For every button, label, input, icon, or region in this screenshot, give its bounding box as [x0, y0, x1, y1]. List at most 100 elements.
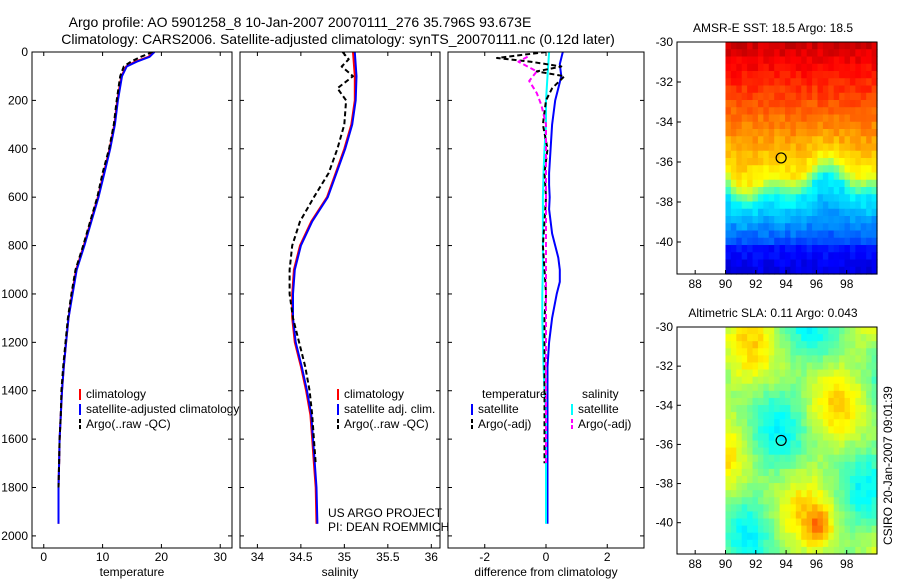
sst_map-cell — [828, 71, 835, 79]
sst_map-cell — [839, 121, 846, 130]
sla_map-cell — [763, 447, 770, 456]
sla_map-cell — [839, 341, 846, 349]
sla_map-cell — [849, 468, 856, 477]
sst_map-cell — [757, 107, 764, 116]
sla_map-cell — [817, 383, 824, 392]
sst_map-cell — [844, 63, 851, 72]
sla_map-cell — [741, 511, 748, 520]
sst_map-cell — [747, 179, 754, 188]
sla_map-cell — [812, 483, 819, 491]
sla_map-cell — [790, 539, 797, 548]
sla_map-cell — [747, 412, 754, 420]
sst_map-cell — [779, 208, 786, 217]
sla_map-cell — [736, 348, 743, 356]
sla_map-cell — [730, 419, 737, 427]
sst_map-cell — [822, 187, 829, 195]
sla_map-cell — [806, 369, 813, 378]
sla_map-cell — [871, 362, 878, 371]
sst_map-cell — [833, 85, 840, 94]
temperature-series-2 — [57, 52, 153, 488]
sla_map-cell — [747, 327, 754, 335]
sst_map-cell — [828, 187, 835, 195]
sla_map-cell — [725, 447, 732, 456]
sla_map-cell — [871, 454, 878, 463]
sst_map-cell — [747, 252, 754, 261]
sst_map-cell — [779, 245, 786, 253]
sla_map-cell — [757, 341, 764, 349]
sla_map-cell — [812, 362, 819, 371]
sst_map-cell — [790, 114, 797, 123]
sla_map-cell — [822, 532, 829, 541]
sst_map-cell — [812, 143, 819, 152]
sla_map-cell — [752, 497, 759, 505]
sla_map-cell — [757, 355, 764, 364]
sst_map-cell — [860, 42, 867, 50]
sla_map-cell — [855, 419, 862, 427]
sla_map-cell — [779, 383, 786, 392]
sst_map-cell — [828, 230, 835, 239]
sla_map-cell — [833, 348, 840, 356]
sst_map-cell — [741, 223, 748, 232]
sst_map-cell — [763, 121, 770, 130]
sst_map-cell — [763, 92, 770, 101]
sst_map-cell — [855, 143, 862, 152]
sla_map-cell — [790, 334, 797, 342]
sla_map-cell — [790, 525, 797, 534]
sst_map-cell — [741, 85, 748, 94]
sst_map-cell — [736, 85, 743, 94]
sla_map-cell — [806, 447, 813, 456]
sst_map-cell — [849, 121, 856, 130]
sla_map-cell — [871, 461, 878, 470]
sst_map-cell — [779, 92, 786, 101]
sst_map-cell — [763, 71, 770, 79]
sla_map-cell — [736, 334, 743, 342]
sst_map-cell — [822, 136, 829, 145]
sst_map-cell — [860, 187, 867, 195]
sst_map-cell — [801, 85, 808, 94]
sla_map-cell — [866, 504, 873, 513]
sla_map-cell — [871, 390, 878, 399]
sla_map-cell — [790, 454, 797, 463]
sst_map-cell — [812, 187, 819, 195]
sla_map-cell — [860, 369, 867, 378]
sst_map-cell — [801, 56, 808, 65]
sla_map-cell — [801, 454, 808, 463]
sst_map-cell — [752, 107, 759, 116]
sst_map-cell — [785, 245, 792, 253]
sst_map-cell — [822, 165, 829, 174]
sla_map-cell — [790, 433, 797, 442]
sla_map-cell — [741, 440, 748, 449]
sla_map-cell — [795, 539, 802, 548]
sla_map-cell — [849, 440, 856, 449]
sst_map-cell — [790, 259, 797, 268]
sst_map-cell — [785, 194, 792, 203]
sla_map-cell — [871, 397, 878, 406]
sst_map-cell — [860, 252, 867, 261]
sst_map-cell — [871, 49, 878, 58]
sla_map-cell — [855, 461, 862, 470]
sst_map-cell — [752, 121, 759, 130]
sst_map-cell — [844, 266, 851, 275]
sla_map-cell — [839, 461, 846, 470]
sst_map-cell — [785, 114, 792, 123]
sst_map-cell — [839, 208, 846, 217]
sst_map-cell — [725, 237, 732, 246]
sla_map-cell — [849, 433, 856, 442]
sst_map-cell — [839, 56, 846, 65]
sla_map-xtick-label: 96 — [810, 557, 824, 571]
sst_map-cell — [725, 100, 732, 108]
sst_map-cell — [839, 216, 846, 224]
sst_map-cell — [828, 56, 835, 65]
sla_map-cell — [860, 454, 867, 463]
sst_map-cell — [779, 172, 786, 181]
sst_map-cell — [860, 165, 867, 174]
sst_map-cell — [812, 158, 819, 166]
sla_map-cell — [725, 440, 732, 449]
sla_map-cell — [747, 383, 754, 392]
sla_map-cell — [774, 355, 781, 364]
sst_map-cell — [752, 63, 759, 72]
sst_map-cell — [725, 216, 732, 224]
sst_map-cell — [806, 114, 813, 123]
sst_map-cell — [774, 114, 781, 123]
sla_map-cell — [855, 532, 862, 541]
